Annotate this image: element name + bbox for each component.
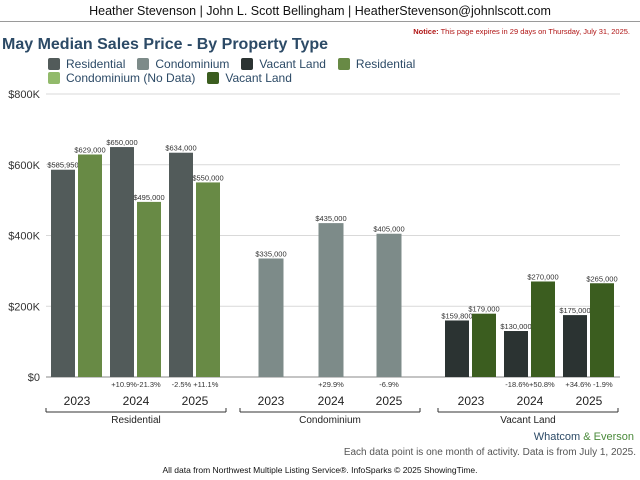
bar-value-label: $495,000 (133, 193, 164, 202)
x-group-label: Vacant Land (500, 415, 555, 426)
legend-item[interactable]: Residential (337, 57, 416, 71)
x-year-label: 2025 (182, 394, 209, 408)
legend-item[interactable]: Residential (48, 57, 125, 71)
x-year-label: 2025 (376, 394, 403, 408)
bar-value-label: $435,000 (315, 214, 346, 223)
legend-swatch (48, 72, 60, 84)
bar (51, 169, 75, 377)
notice-label: Notice: (413, 27, 439, 36)
bar-value-label: $550,000 (192, 173, 223, 182)
x-year-label: 2023 (458, 394, 485, 408)
bar-value-label: $175,000 (559, 306, 590, 315)
change-label: +10.9%-21.3% (111, 380, 161, 389)
bar (78, 154, 102, 377)
legend-item[interactable]: Condominium (137, 57, 229, 71)
bar-value-label: $585,950 (47, 161, 78, 170)
chart-title: May Median Sales Price - By Property Typ… (2, 36, 329, 53)
bar-value-label: $335,000 (255, 249, 286, 258)
legend-label: Vacant Land (259, 57, 326, 71)
bar (445, 320, 469, 377)
bar-value-label: $629,000 (74, 145, 105, 154)
bar (590, 283, 614, 377)
bar-value-label: $650,000 (106, 138, 137, 147)
bar (137, 201, 161, 377)
x-group-label: Condominium (299, 415, 361, 426)
bar (258, 258, 284, 377)
x-group-label: Residential (111, 415, 160, 426)
bar (376, 233, 402, 377)
legend-item[interactable]: Condominium (No Data) (48, 71, 195, 85)
notice-text: This page expires in 29 days on Thursday… (440, 27, 630, 36)
legend-item[interactable]: Vacant Land (207, 71, 292, 85)
y-tick-label: $400K (8, 231, 40, 243)
y-tick-label: $800K (8, 89, 40, 101)
bar-value-label: $159,800 (441, 311, 472, 320)
x-year-label: 2025 (576, 394, 603, 408)
data-note: Each data point is one month of activity… (343, 447, 636, 458)
bar (531, 281, 555, 377)
bar (563, 315, 587, 377)
x-year-label: 2024 (318, 394, 345, 408)
legend-swatch (207, 72, 220, 84)
bar-value-label: $265,000 (586, 274, 617, 283)
legend-label: Condominium (No Data) (66, 71, 196, 85)
bar-value-label: $634,000 (165, 144, 196, 153)
legend-label: Residential (66, 57, 126, 71)
legend-item[interactable]: Vacant Land (241, 57, 326, 71)
legend-label: Residential (355, 57, 416, 71)
change-label: +29.9% (318, 380, 344, 389)
legend-swatch (137, 58, 150, 70)
legend-label: Condominium (155, 57, 230, 71)
brand-label: Whatcom & Everson (534, 431, 634, 443)
legend-swatch (48, 58, 60, 70)
bar-value-label: $270,000 (527, 272, 558, 281)
x-year-label: 2024 (123, 394, 150, 408)
legend-swatch (337, 58, 350, 70)
brand-part2: Everson (593, 431, 634, 443)
legend-label: Vacant Land (225, 71, 292, 85)
bar-value-label: $405,000 (373, 225, 404, 234)
x-year-label: 2023 (64, 394, 91, 408)
change-label: +34.6% -1.9% (565, 380, 613, 389)
x-year-label: 2024 (517, 394, 544, 408)
bar (110, 147, 134, 377)
y-tick-label: $600K (8, 160, 40, 172)
change-label: -6.9% (379, 380, 399, 389)
change-label: -2.5% +11.1% (172, 380, 219, 389)
x-year-label: 2023 (258, 394, 285, 408)
chart-legend: Residential Condominium Vacant Land Residen… (48, 57, 498, 85)
expiry-notice: Notice: This page expires in 29 days on … (413, 27, 630, 36)
footer-credit: All data from Northwest Multiple Listing… (162, 465, 478, 475)
bar (169, 152, 193, 377)
y-tick-label: $200K (8, 301, 40, 313)
bar (196, 182, 220, 377)
bar-value-label: $130,000 (500, 322, 531, 331)
y-tick-label: $0 (28, 372, 40, 384)
legend-swatch (241, 58, 254, 70)
bar-value-label: $179,000 (468, 305, 499, 314)
bar-chart: $0 $200K $400K $600K $800K $585,950 $629,000 20… (8, 89, 620, 426)
bar (504, 331, 528, 377)
brand-amp: & (583, 431, 591, 443)
bar (318, 223, 344, 377)
brand-part1: Whatcom (533, 431, 581, 443)
bar (472, 313, 496, 377)
agent-header: Heather Stevenson | John L. Scott Bellin… (0, 0, 640, 22)
change-label: -18.6%+50.8% (505, 380, 555, 389)
